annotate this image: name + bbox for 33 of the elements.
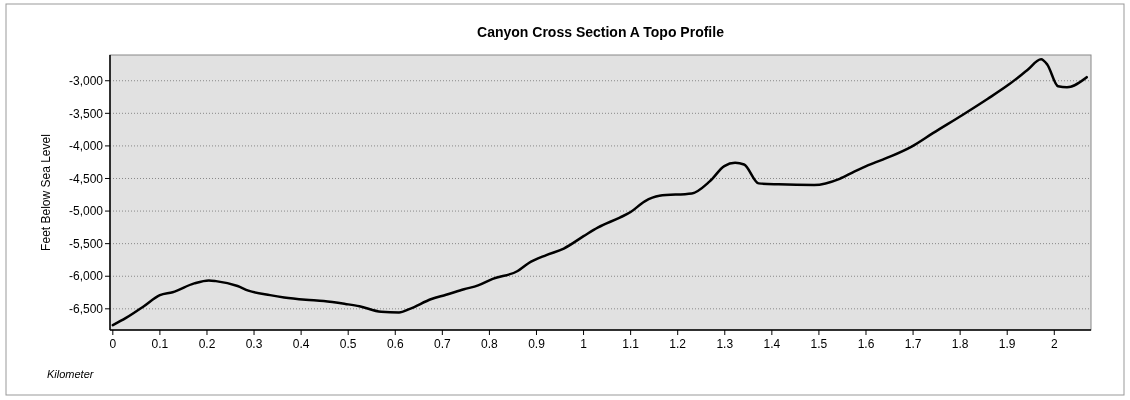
y-tick-label: -4,500 bbox=[68, 171, 104, 186]
y-axis-title: Feet Below Sea Level bbox=[39, 134, 53, 251]
x-tick-label: 1.6 bbox=[857, 337, 875, 351]
x-tick-label: 0.8 bbox=[481, 337, 499, 351]
x-axis-title: Kilometer bbox=[47, 368, 95, 380]
x-tick-label: 1.4 bbox=[763, 337, 781, 351]
x-tick-label: 1 bbox=[580, 337, 588, 351]
x-tick-label: 1.9 bbox=[998, 337, 1016, 351]
y-tick-label: -3,500 bbox=[68, 106, 104, 121]
chart-title: Canyon Cross Section A Topo Profile bbox=[477, 24, 725, 40]
x-tick-label: 0.2 bbox=[198, 337, 216, 351]
x-tick-label: 0.1 bbox=[151, 337, 169, 351]
y-tick-label: -6,000 bbox=[68, 269, 104, 284]
y-tick-label: -6,500 bbox=[68, 302, 104, 317]
y-tick-label: -3,000 bbox=[68, 73, 104, 88]
x-tick-label: 1.7 bbox=[904, 337, 922, 351]
x-tick-label: 1.1 bbox=[622, 337, 640, 351]
x-tick-label: 1.2 bbox=[669, 337, 687, 351]
x-tick-label: 0.7 bbox=[433, 337, 451, 351]
x-tick-label: 0.5 bbox=[339, 337, 357, 351]
x-tick-label: 0.3 bbox=[245, 337, 263, 351]
x-tick-label: 2 bbox=[1050, 337, 1058, 351]
x-tick-label: 1.8 bbox=[951, 337, 969, 351]
y-tick-label: -5,500 bbox=[68, 236, 104, 251]
x-tick-label: 0.6 bbox=[386, 337, 404, 351]
line-series bbox=[111, 57, 1089, 327]
y-tick-label: -5,000 bbox=[68, 204, 104, 219]
x-tick-label: 0 bbox=[109, 337, 117, 351]
x-tick-label: 1.5 bbox=[810, 337, 828, 351]
x-tick-label: 0.9 bbox=[528, 337, 546, 351]
y-tick-label: -4,000 bbox=[68, 139, 104, 154]
x-tick-label: 1.3 bbox=[716, 337, 734, 351]
x-tick-label: 0.4 bbox=[292, 337, 310, 351]
